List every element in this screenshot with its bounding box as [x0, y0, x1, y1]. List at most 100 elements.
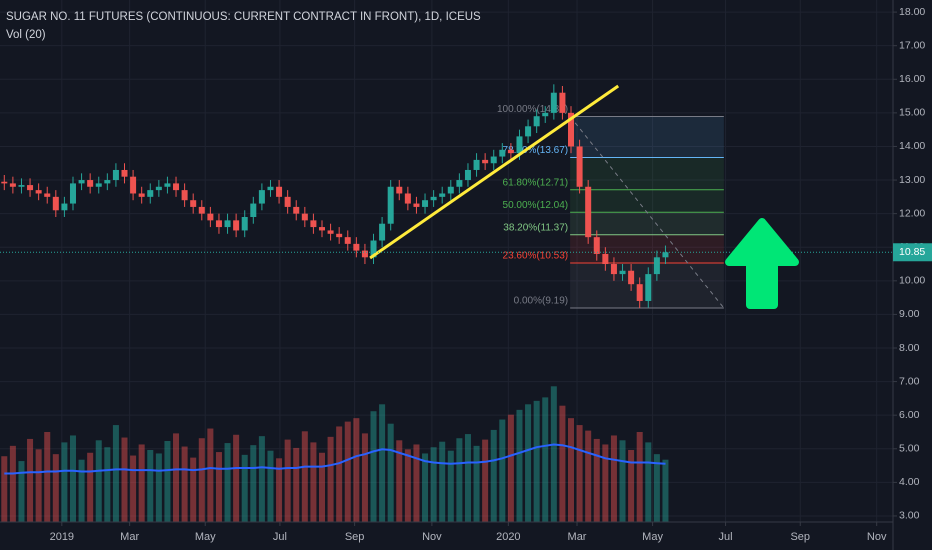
- candle-body: [336, 233, 343, 238]
- candle-body: [344, 237, 351, 244]
- candle-body: [542, 112, 549, 117]
- x-tick-label: Mar: [568, 531, 587, 543]
- volume-bar: [95, 440, 102, 522]
- volume-bar: [593, 438, 600, 522]
- fib-label: 61.80%(12.71): [503, 177, 569, 188]
- volume-bar: [121, 437, 128, 522]
- volume-bar: [636, 432, 643, 522]
- candle-body: [87, 180, 94, 187]
- candle-body: [404, 193, 411, 204]
- candle-body: [130, 176, 137, 194]
- candle-body: [628, 270, 635, 285]
- y-tick-label: 10.00: [899, 275, 925, 287]
- volume-bar: [327, 436, 334, 522]
- x-tick-label: May: [195, 531, 216, 543]
- candle-body: [490, 156, 497, 164]
- candle-body: [567, 112, 575, 147]
- candle-body: [95, 183, 102, 187]
- volume-bar: [293, 447, 300, 522]
- volume-bar: [233, 434, 240, 522]
- volume-bar: [18, 461, 25, 522]
- candle-body: [310, 220, 317, 228]
- volume-bar: [619, 440, 626, 522]
- candle-body: [482, 159, 489, 164]
- volume-bar: [27, 438, 34, 522]
- x-tick-label: Sep: [790, 531, 810, 543]
- volume-bar: [1, 456, 8, 522]
- volume-bar: [404, 449, 411, 522]
- candle-body: [155, 186, 162, 191]
- volume-bar: [276, 458, 283, 522]
- candle-body: [602, 253, 609, 265]
- volume-bar: [130, 455, 137, 522]
- volume-bar: [413, 444, 420, 522]
- volume-bar: [284, 439, 291, 522]
- volume-bar: [353, 418, 360, 522]
- candle-body: [653, 257, 660, 275]
- candle-body: [276, 186, 283, 197]
- y-tick-label: 13.00: [899, 174, 925, 186]
- candle-body: [447, 186, 454, 194]
- fib-label: 38.20%(11.37): [503, 222, 568, 233]
- x-tick-label: 2020: [496, 531, 520, 543]
- volume-bar: [198, 438, 205, 522]
- volume-bar: [653, 454, 660, 522]
- candle-body: [44, 193, 51, 197]
- volume-bar: [336, 426, 343, 522]
- volume-bar: [69, 435, 76, 522]
- fib-label: 78.60%(13.67): [503, 145, 569, 156]
- y-tick-label: 6.00: [899, 409, 920, 421]
- x-tick-label: Mar: [120, 531, 139, 543]
- volume-bar: [190, 457, 197, 522]
- candle-body: [138, 193, 145, 197]
- volume-bar: [318, 452, 326, 522]
- candle-body: [258, 190, 265, 204]
- candle-body: [387, 186, 394, 224]
- volume-bar: [241, 454, 248, 522]
- candle-body: [422, 200, 429, 207]
- candle-body: [645, 274, 652, 301]
- candle-body: [69, 183, 76, 204]
- candle-body: [585, 186, 592, 238]
- candle-body: [619, 270, 626, 275]
- candle-body: [413, 203, 420, 207]
- volume-bar: [215, 452, 222, 522]
- candle-body: [396, 186, 403, 194]
- candle-body: [370, 240, 377, 258]
- last-price-label: 10.85: [899, 246, 925, 258]
- y-tick-label: 12.00: [899, 207, 925, 219]
- x-tick-label: Nov: [867, 531, 887, 543]
- volume-bar: [490, 429, 497, 522]
- candle-body: [499, 149, 506, 157]
- candle-body: [27, 185, 34, 191]
- candle-body: [379, 223, 386, 241]
- arrow-annotation: [725, 218, 799, 309]
- volume-bar: [610, 435, 617, 522]
- volume-bar: [516, 409, 523, 522]
- candle-body: [559, 92, 566, 113]
- volume-bar: [396, 440, 403, 522]
- volume-bar: [379, 404, 386, 522]
- x-tick-label: May: [642, 531, 663, 543]
- volume-bar: [559, 405, 566, 522]
- chart-title: SUGAR NO. 11 FUTURES (CONTINUOUS: CURREN…: [6, 11, 481, 23]
- candle-body: [61, 203, 68, 211]
- y-tick-label: 5.00: [899, 443, 920, 455]
- fib-trend: [569, 116, 725, 309]
- volume-bar: [482, 439, 489, 522]
- fib-band: [570, 189, 724, 213]
- volume-bar: [78, 459, 85, 522]
- volume-bar: [267, 450, 274, 522]
- volume-bar: [361, 433, 368, 522]
- candle-body: [293, 206, 300, 214]
- candle-body: [9, 183, 16, 187]
- candle-body: [207, 213, 214, 221]
- candle-body: [52, 196, 59, 211]
- candle-body: [241, 216, 248, 231]
- volume-bar: [370, 411, 377, 522]
- candle-body: [516, 136, 523, 154]
- volume-ma-line: [4, 443, 666, 475]
- volume-bar: [473, 445, 480, 522]
- candle-body: [533, 116, 540, 127]
- volume-bar: [645, 442, 652, 522]
